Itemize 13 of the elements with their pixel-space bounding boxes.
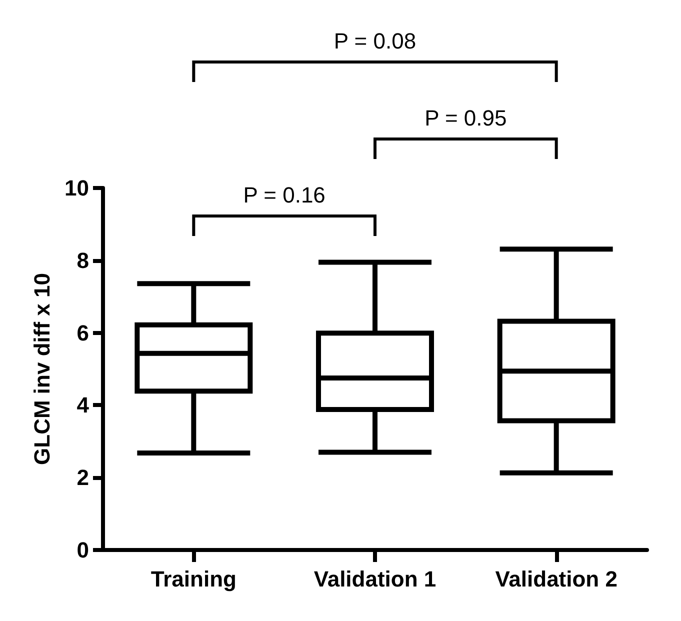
y-tick-label: 8 <box>76 248 89 273</box>
y-tick-label: 10 <box>64 176 89 200</box>
x-tick-label: Validation 2 <box>495 566 618 592</box>
y-tick-label: 4 <box>76 392 90 418</box>
y-tick-label: 0 <box>76 538 89 562</box>
text: P = 0.08 <box>334 28 416 54</box>
y-axis-title: GLCM inv diff x 10 <box>30 273 54 465</box>
y-tick-label: 2 <box>76 465 89 490</box>
x-tick-label: Training <box>150 566 236 592</box>
annotation: P = 0.16 <box>243 182 326 208</box>
text: P = 0.95 <box>424 106 507 130</box>
y-tick-label: 6 <box>76 320 89 346</box>
x-tick-label: Validation 1 <box>314 566 436 592</box>
